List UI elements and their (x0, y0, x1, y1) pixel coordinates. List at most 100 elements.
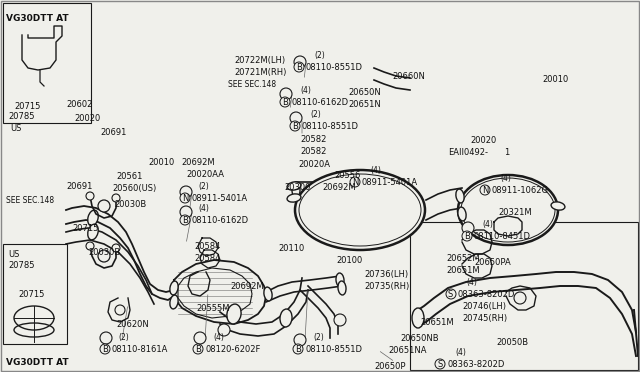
Text: 20651M: 20651M (446, 266, 479, 275)
Text: US: US (10, 124, 21, 133)
Text: B: B (195, 345, 201, 354)
Text: B: B (282, 98, 288, 107)
Text: 20030B: 20030B (88, 248, 120, 257)
Ellipse shape (338, 281, 346, 295)
Ellipse shape (88, 210, 99, 226)
Text: 08110-6162D: 08110-6162D (292, 98, 349, 107)
Circle shape (112, 194, 120, 202)
Text: 20745(RH): 20745(RH) (462, 314, 507, 323)
Ellipse shape (88, 224, 99, 240)
Text: 20692M: 20692M (181, 158, 214, 167)
Text: 20556: 20556 (334, 171, 360, 180)
Ellipse shape (287, 194, 301, 202)
Circle shape (280, 88, 292, 100)
Text: 08911-5401A: 08911-5401A (362, 178, 418, 187)
Ellipse shape (227, 304, 241, 324)
Ellipse shape (456, 189, 464, 203)
Text: 20020AA: 20020AA (186, 170, 224, 179)
Circle shape (280, 97, 290, 107)
Text: 20020A: 20020A (298, 160, 330, 169)
Text: (2): (2) (310, 110, 321, 119)
Text: B: B (292, 122, 298, 131)
Text: 20721M(RH): 20721M(RH) (234, 68, 286, 77)
Text: 20650N: 20650N (348, 88, 381, 97)
Ellipse shape (292, 182, 300, 198)
Text: S: S (437, 360, 442, 369)
Circle shape (180, 215, 190, 225)
Ellipse shape (287, 182, 301, 190)
Text: N: N (482, 186, 488, 195)
Text: 20050B: 20050B (496, 338, 528, 347)
Text: 20584: 20584 (194, 242, 220, 251)
Circle shape (112, 244, 120, 252)
Text: 08120-6202F: 08120-6202F (205, 345, 260, 354)
Text: 20651N: 20651N (348, 100, 381, 109)
Bar (410, 222, 638, 370)
Text: (4): (4) (466, 278, 477, 287)
Circle shape (462, 231, 472, 241)
Text: VG30DTT AT: VG30DTT AT (6, 14, 68, 23)
Text: 20110: 20110 (278, 244, 304, 253)
Text: 08110-8551D: 08110-8551D (305, 345, 362, 354)
Circle shape (350, 177, 360, 187)
Circle shape (218, 324, 230, 336)
Text: N: N (352, 178, 358, 187)
Ellipse shape (280, 309, 292, 327)
Bar (3, 3, 91, 123)
Text: 20584: 20584 (194, 254, 220, 263)
Text: 08110-8161A: 08110-8161A (112, 345, 168, 354)
Circle shape (180, 186, 192, 198)
Circle shape (334, 314, 346, 326)
Circle shape (480, 185, 490, 195)
Circle shape (290, 112, 302, 124)
Circle shape (115, 305, 125, 315)
Circle shape (514, 292, 526, 304)
Text: 20691: 20691 (66, 182, 92, 191)
Circle shape (100, 332, 112, 344)
Text: 20692M: 20692M (322, 183, 356, 192)
Circle shape (435, 359, 445, 369)
Ellipse shape (170, 281, 178, 295)
Text: 20030B: 20030B (114, 200, 147, 209)
Text: B: B (182, 216, 188, 225)
Text: 20785: 20785 (8, 261, 35, 270)
Text: 08110-6162D: 08110-6162D (192, 216, 249, 225)
Text: 08110-8451D: 08110-8451D (474, 232, 531, 241)
Text: 08363-8202D: 08363-8202D (447, 360, 504, 369)
Circle shape (100, 344, 110, 354)
Circle shape (98, 200, 110, 212)
Circle shape (294, 62, 304, 72)
Text: VG30DTT AT: VG30DTT AT (6, 358, 68, 367)
Circle shape (293, 344, 303, 354)
Ellipse shape (336, 273, 344, 287)
Text: 20100: 20100 (336, 256, 362, 265)
Text: 1: 1 (504, 148, 509, 157)
Circle shape (98, 250, 110, 262)
Text: 20736(LH): 20736(LH) (364, 270, 408, 279)
Text: B: B (464, 232, 470, 241)
Text: (2): (2) (314, 51, 324, 60)
Circle shape (446, 289, 456, 299)
Text: 20010: 20010 (148, 158, 174, 167)
Ellipse shape (264, 287, 272, 301)
Text: 20715: 20715 (72, 224, 99, 233)
Text: 08911-5401A: 08911-5401A (192, 194, 248, 203)
Bar (3, 244, 67, 344)
Text: B: B (102, 345, 108, 354)
Text: 20650PA: 20650PA (474, 258, 511, 267)
Text: (4): (4) (300, 86, 311, 95)
Circle shape (193, 344, 203, 354)
Ellipse shape (461, 178, 555, 242)
Text: EAII0492-: EAII0492- (448, 148, 488, 157)
Text: (4): (4) (213, 333, 224, 342)
Ellipse shape (458, 175, 558, 245)
Text: 08110-8551D: 08110-8551D (302, 122, 359, 131)
Circle shape (180, 193, 190, 203)
Text: SEE SEC.148: SEE SEC.148 (228, 80, 276, 89)
Text: 20715: 20715 (18, 290, 44, 299)
Text: B: B (296, 63, 302, 72)
Circle shape (462, 222, 474, 234)
Circle shape (294, 56, 306, 68)
Text: 20746(LH): 20746(LH) (462, 302, 506, 311)
Text: 20010: 20010 (542, 75, 568, 84)
